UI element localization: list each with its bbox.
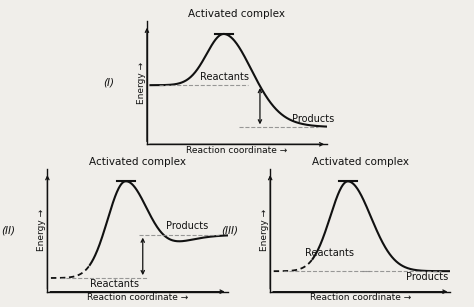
Text: Reactants: Reactants — [306, 247, 355, 258]
X-axis label: Reaction coordinate →: Reaction coordinate → — [186, 146, 288, 155]
Y-axis label: Energy →: Energy → — [137, 62, 146, 104]
Title: Activated complex: Activated complex — [312, 157, 409, 167]
Title: Activated complex: Activated complex — [189, 9, 285, 19]
Title: Activated complex: Activated complex — [89, 157, 186, 167]
Y-axis label: Energy →: Energy → — [260, 209, 269, 251]
Text: (I): (I) — [103, 78, 115, 88]
Text: Reactants: Reactants — [200, 72, 249, 82]
Text: Products: Products — [406, 272, 448, 282]
X-axis label: Reaction coordinate →: Reaction coordinate → — [87, 293, 188, 302]
Text: (II): (II) — [1, 225, 15, 235]
Text: Products: Products — [292, 114, 334, 124]
Text: Products: Products — [166, 221, 208, 231]
Text: Reactants: Reactants — [90, 279, 139, 289]
Text: (III): (III) — [221, 225, 238, 235]
X-axis label: Reaction coordinate →: Reaction coordinate → — [310, 293, 411, 302]
Y-axis label: Energy →: Energy → — [37, 209, 46, 251]
